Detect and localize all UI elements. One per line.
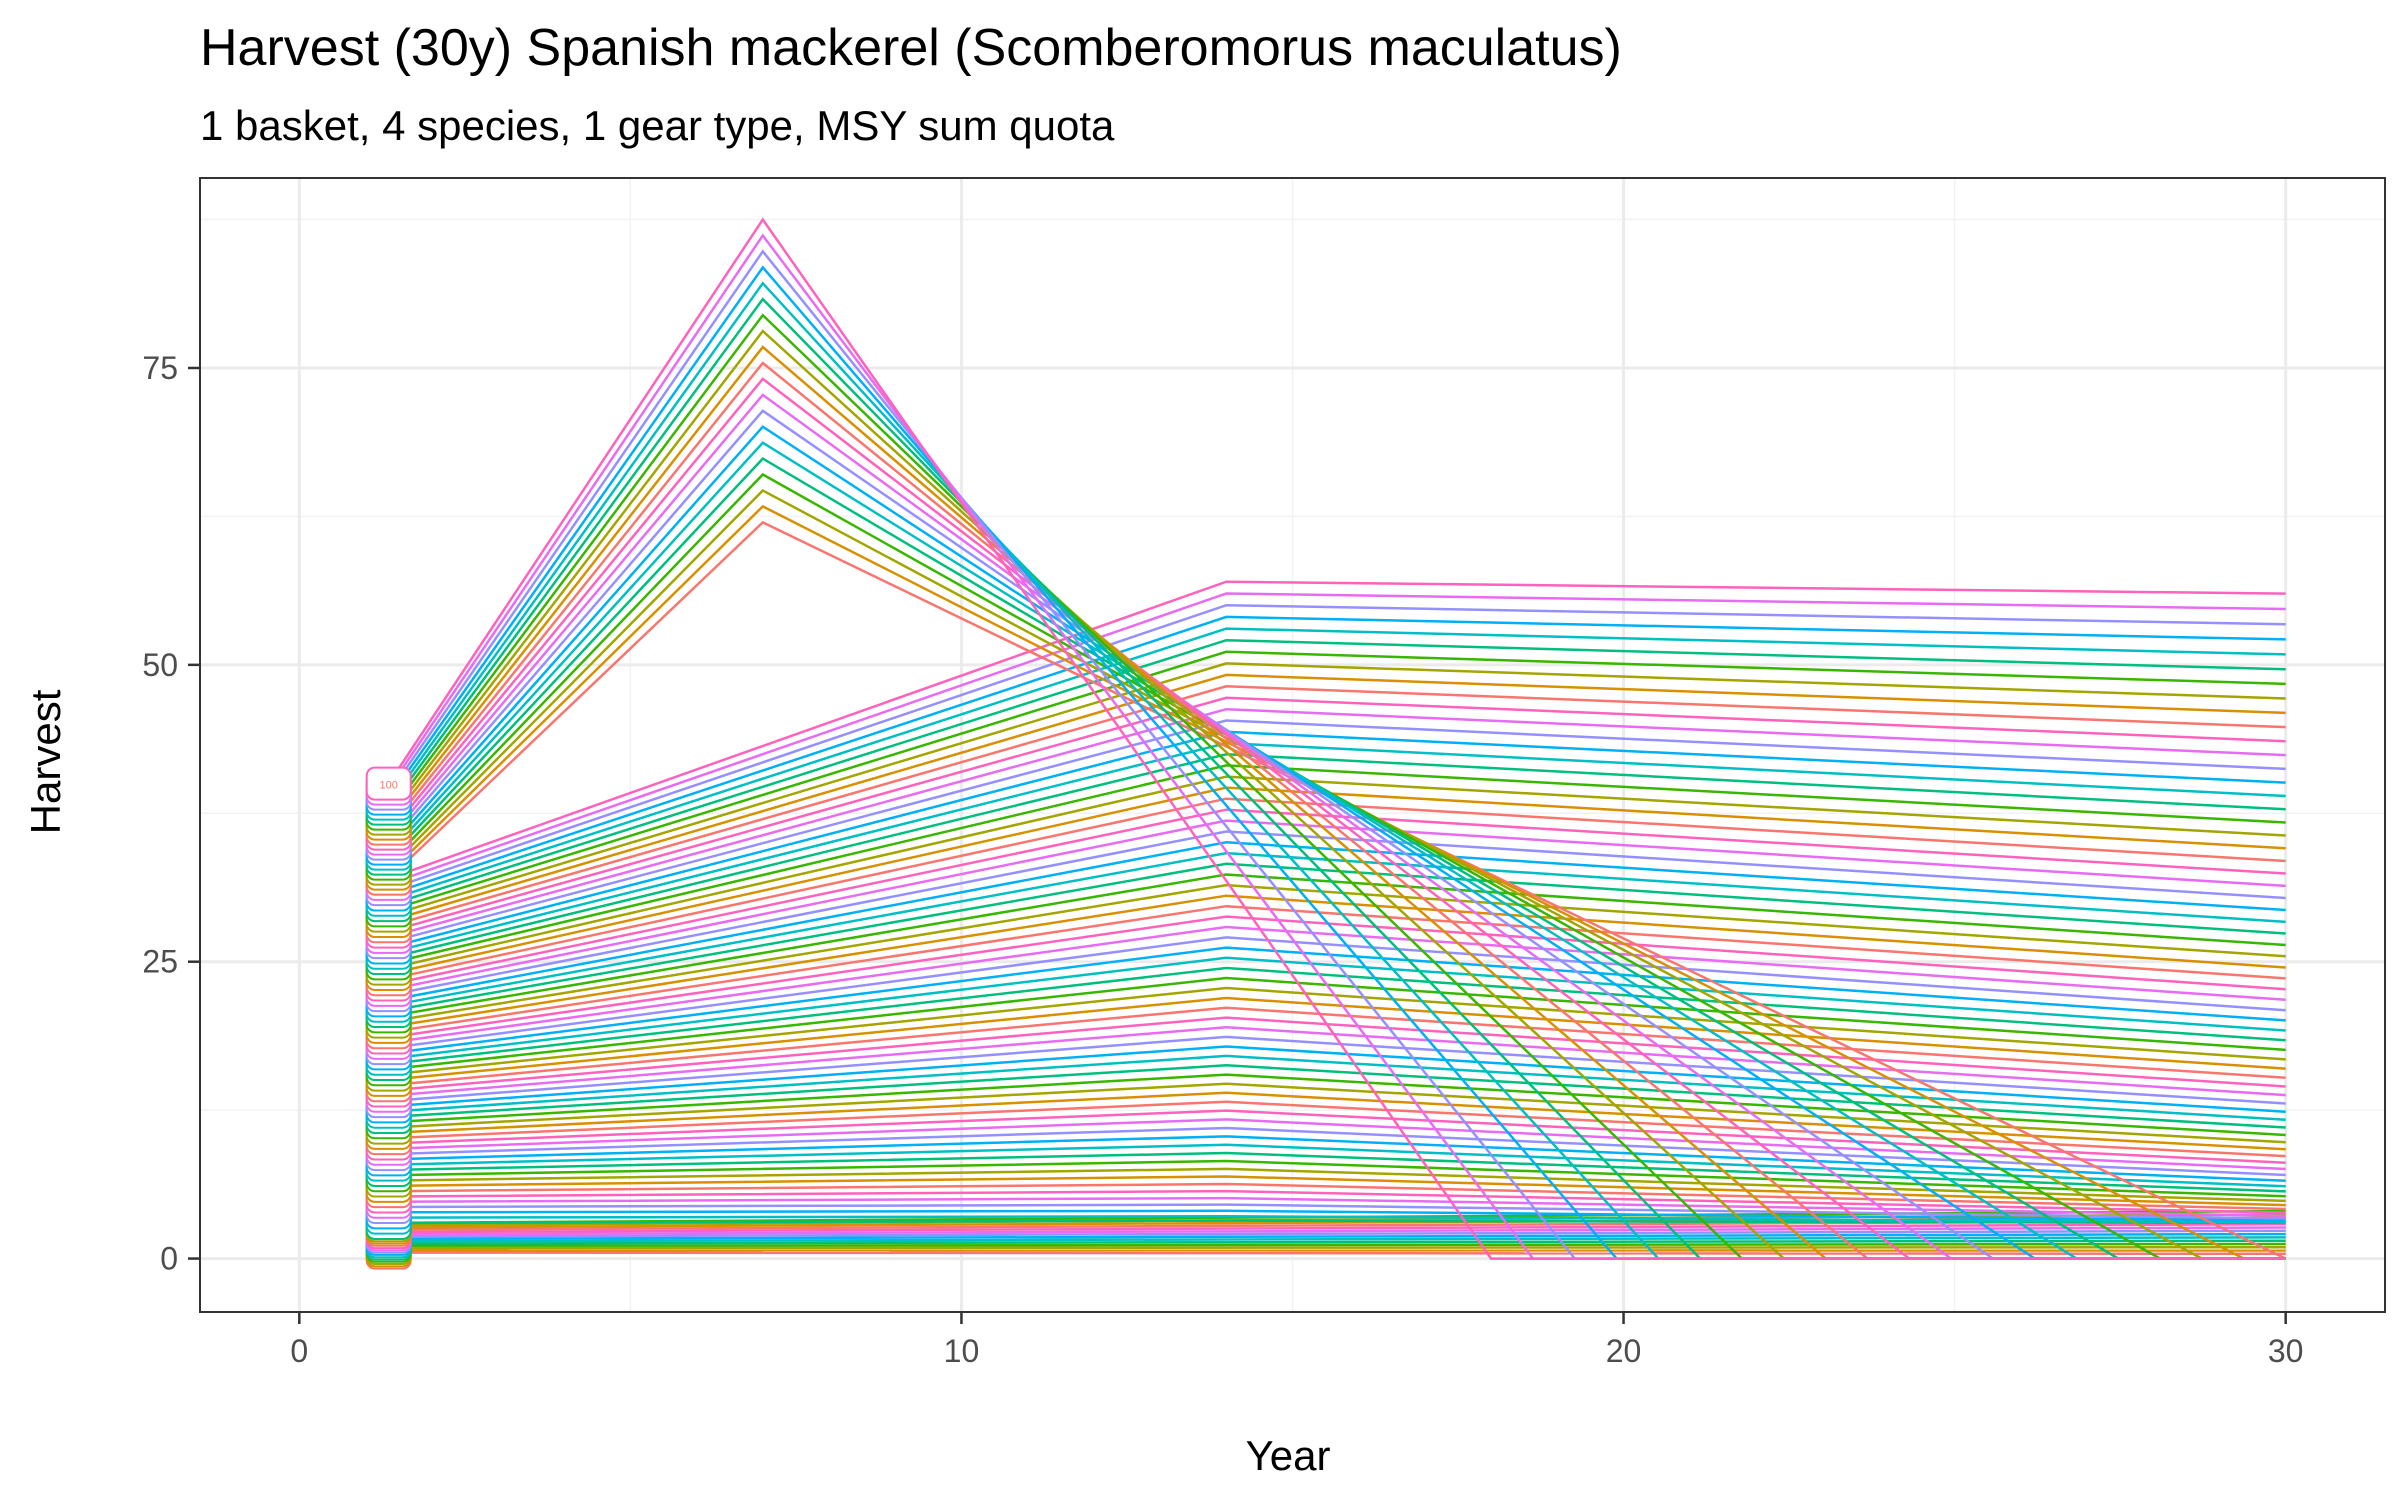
series-line xyxy=(388,966,2286,1066)
series-line xyxy=(388,956,2286,1060)
chart-title: Harvest (30y) Spanish mackerel (Scombero… xyxy=(200,19,1622,77)
series-line xyxy=(388,764,2286,965)
series-line xyxy=(388,819,2286,992)
series-line xyxy=(388,662,2286,917)
series-line xyxy=(388,862,2286,1013)
series-line xyxy=(388,719,2286,944)
series-line xyxy=(388,946,2286,1055)
chart-subtitle: 1 basket, 4 species, 1 gear type, MSY su… xyxy=(200,102,1115,149)
series-line xyxy=(388,808,2286,986)
series-line xyxy=(388,1242,2286,1248)
series-line xyxy=(388,883,2286,1023)
series-line xyxy=(388,1135,2286,1183)
start-markers: 100 xyxy=(365,766,412,1270)
series-line xyxy=(388,696,2286,933)
series-line xyxy=(388,1035,2286,1105)
x-tick-label: 10 xyxy=(944,1333,980,1369)
series-line xyxy=(388,976,2286,1071)
y-tick-label: 25 xyxy=(142,944,178,980)
series-line xyxy=(388,797,2286,981)
series-line xyxy=(388,775,2286,970)
series-line xyxy=(388,915,2286,1039)
series-line xyxy=(388,1222,2286,1234)
x-tick-label: 20 xyxy=(1606,1333,1642,1369)
series-line xyxy=(388,1215,2286,1224)
series-line xyxy=(388,1151,2286,1193)
series-line xyxy=(388,1054,2286,1121)
series-line xyxy=(388,1232,2286,1241)
series-start-label: 100 xyxy=(380,780,398,792)
series-start-marker xyxy=(365,766,412,801)
series-line xyxy=(388,592,2286,886)
panel-border xyxy=(199,177,2386,1313)
series-line xyxy=(388,904,2286,1034)
plot-area: 100 xyxy=(199,177,2386,1313)
x-axis-title: Year xyxy=(1246,1432,1331,1479)
series-line xyxy=(388,1245,2286,1250)
y-tick-label: 0 xyxy=(160,1241,178,1277)
series-line xyxy=(388,638,2286,907)
series-line xyxy=(388,1026,2286,1098)
series-line xyxy=(388,615,2286,896)
x-tick-label: 30 xyxy=(2268,1333,2304,1369)
series-line xyxy=(388,1251,2286,1256)
series-line xyxy=(388,707,2286,939)
series-line xyxy=(388,673,2286,923)
series-line xyxy=(388,1219,2286,1225)
x-tick-label: 0 xyxy=(290,1333,308,1369)
y-axis: 0 25 50 75 xyxy=(142,350,200,1277)
series-line xyxy=(388,841,2286,1002)
series-line xyxy=(388,1175,2286,1207)
series-line xyxy=(388,1082,2286,1144)
series-line xyxy=(388,1159,2286,1198)
series-line xyxy=(388,1126,2286,1177)
series-line xyxy=(388,873,2286,1018)
series-line xyxy=(388,1196,2286,1217)
series-line xyxy=(388,1167,2286,1203)
series-line xyxy=(388,685,2286,928)
y-axis-title: Harvest xyxy=(22,689,69,834)
series-line xyxy=(388,996,2286,1082)
series-line xyxy=(388,1189,2286,1214)
series-line xyxy=(388,627,2286,901)
series-line xyxy=(388,1143,2286,1188)
series-line xyxy=(388,1118,2286,1171)
series-line xyxy=(387,520,2287,1260)
series-line xyxy=(388,1045,2286,1113)
y-tick-label: 50 xyxy=(142,647,178,683)
series-line xyxy=(387,217,2286,1260)
series-line xyxy=(388,1236,2286,1243)
series-line xyxy=(388,1006,2286,1087)
series-line xyxy=(388,925,2286,1045)
series-line xyxy=(388,1109,2286,1164)
series-line xyxy=(388,603,2286,891)
series-line xyxy=(388,1226,2286,1236)
series-line xyxy=(388,1064,2286,1129)
series-line xyxy=(388,1016,2286,1092)
series-line xyxy=(388,1100,2286,1158)
series-line xyxy=(388,830,2286,997)
x-axis: 0 10 20 30 xyxy=(290,1312,2303,1369)
series-line xyxy=(388,1229,2286,1238)
series-line xyxy=(388,580,2286,880)
series-line xyxy=(388,1182,2286,1211)
series-group xyxy=(387,217,2287,1260)
series-line xyxy=(388,1203,2286,1220)
y-tick-label: 75 xyxy=(142,350,178,386)
series-line xyxy=(388,936,2286,1050)
series-line xyxy=(388,986,2286,1076)
series-line xyxy=(388,894,2286,1029)
series-line xyxy=(388,650,2286,912)
series-line xyxy=(388,753,2286,960)
